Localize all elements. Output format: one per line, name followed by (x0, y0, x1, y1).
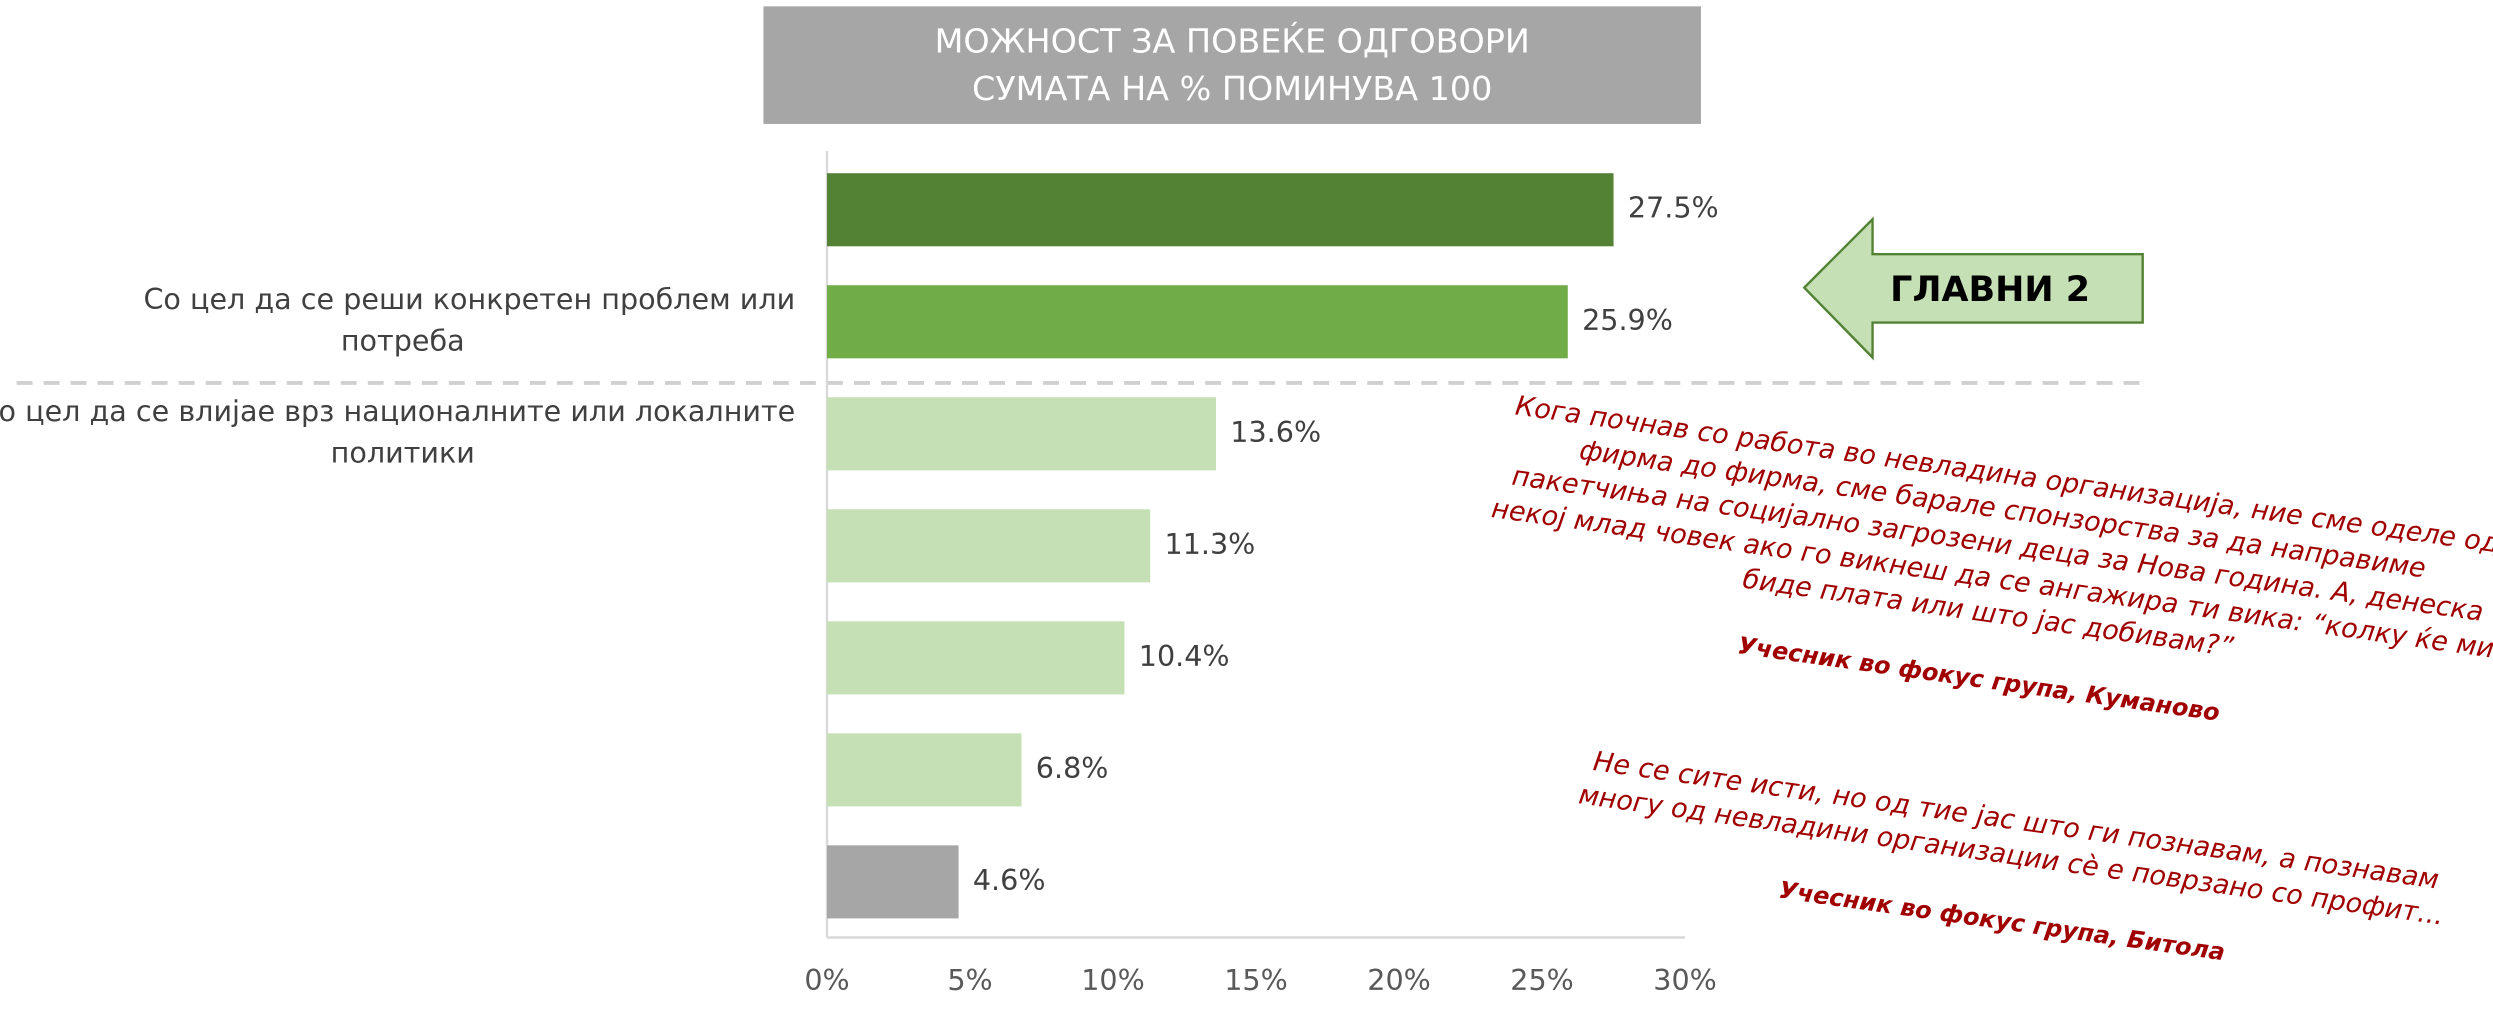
x-tick-label: 20% (1367, 963, 1431, 997)
bar (827, 397, 1216, 471)
bar (827, 173, 1614, 247)
x-tick-label: 25% (1510, 963, 1574, 997)
x-tick-label: 10% (1081, 963, 1145, 997)
callout-label: ГЛАВНИ 2 (1890, 270, 2090, 310)
bar (827, 509, 1151, 583)
quote: Кога почнав со работа во невладина орган… (1490, 391, 2493, 727)
value-label: 4.6% (973, 863, 1046, 897)
bar (827, 621, 1125, 695)
chart-title: СУМАТА НА % ПОМИНУВА 100 (972, 69, 1492, 108)
value-label: 11.3% (1165, 527, 1256, 561)
quote: Не се сите исти, но од тие јас што ги по… (1577, 746, 2446, 966)
value-label: 25.9% (1582, 303, 1673, 337)
x-tick-label: 30% (1653, 963, 1717, 997)
value-label: 10.4% (1139, 639, 1230, 673)
category-label-line: потреба (341, 323, 465, 357)
bar (827, 733, 1022, 807)
x-tick-label: 5% (947, 963, 992, 997)
value-label: 27.5% (1628, 191, 1719, 225)
bar (827, 845, 959, 919)
value-label: 13.6% (1230, 415, 1321, 449)
category-label-line: политики (331, 435, 475, 469)
category-label: Со цел да се влијае врз националните или… (0, 394, 795, 469)
x-tick-label: 15% (1224, 963, 1288, 997)
chart-title: МОЖНОСТ ЗА ПОВЕЌЕ ОДГОВОРИ (935, 20, 1530, 60)
x-tick-label: 0% (804, 963, 849, 997)
bar (827, 285, 1568, 359)
callout-arrow (1802, 216, 2144, 361)
category-label: Со цел да се реши конкретен проблем или п… (143, 282, 795, 357)
title-box (763, 6, 1701, 124)
value-label: 6.8% (1036, 751, 1109, 785)
